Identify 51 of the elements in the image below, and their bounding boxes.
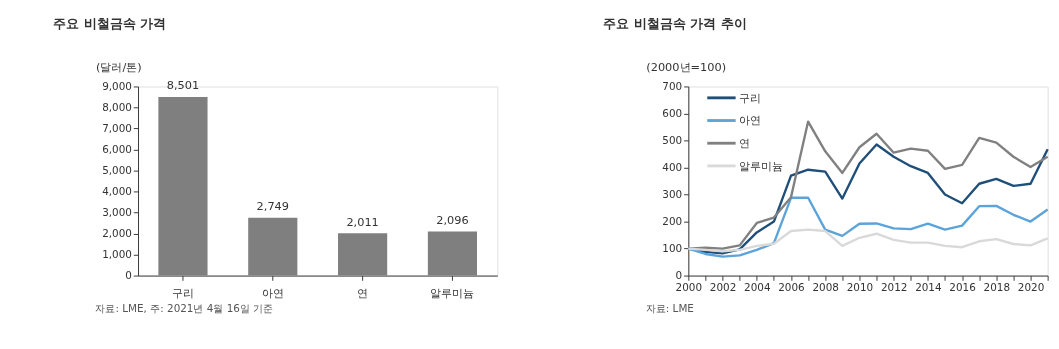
- data-label: 2,096: [436, 213, 469, 227]
- bar: [338, 233, 388, 276]
- legend-label: 연: [739, 136, 751, 151]
- y-tick-label: 100: [662, 241, 683, 254]
- x-tick-label: 2014: [915, 281, 942, 294]
- data-label: 2,749: [256, 199, 290, 214]
- legend-label: 구리: [739, 90, 762, 105]
- chart-title: 주요 비철금속 가격: [52, 15, 167, 31]
- x-tick-label: 구리: [171, 285, 194, 300]
- y-axis-title: (달러/톤): [95, 59, 142, 74]
- text: 자료: LME: [645, 302, 694, 315]
- y-tick-label: 2,000: [102, 226, 132, 239]
- y-tick-label: 400: [662, 160, 683, 173]
- bar: [427, 231, 478, 276]
- legend-label: 알루미늄: [739, 158, 784, 173]
- y-tick-label: 200: [662, 214, 683, 227]
- x-tick-label: 2016: [949, 281, 976, 294]
- y-tick-label: 4,000: [102, 184, 132, 197]
- y-tick-label: 0: [125, 268, 132, 281]
- y-tick-label: 600: [662, 106, 683, 119]
- y-tick-label: 0: [675, 268, 683, 281]
- bar: [158, 96, 208, 276]
- data-label: 8,501: [166, 78, 200, 93]
- y-axis-title: (2000년=100): [646, 59, 727, 74]
- y-tick-label: 8,000: [102, 100, 132, 113]
- x-tick-label: 2018: [983, 281, 1011, 294]
- x-tick-label: 2006: [778, 281, 805, 294]
- y-tick-label: 1,000: [102, 247, 132, 260]
- x-tick-label: 연: [357, 285, 369, 300]
- x-tick-label: 2010: [846, 281, 874, 294]
- y-tick-label: 300: [662, 187, 683, 200]
- bar: [248, 217, 298, 276]
- text: 자료: LME, 주: 2021년 4월 16일 기준: [95, 302, 274, 315]
- x-tick-label: 2008: [812, 281, 839, 294]
- x-tick-label: 아연: [261, 285, 284, 300]
- x-tick-label: 2002: [709, 281, 737, 294]
- y-tick-label: 3,000: [102, 205, 132, 218]
- legend-label: 아연: [739, 113, 762, 128]
- y-tick-label: 500: [662, 133, 683, 146]
- x-tick-label: 2004: [744, 281, 771, 294]
- chart-title: 주요 비철금속 가격 추이: [603, 15, 748, 31]
- y-tick-label: 5,000: [102, 163, 132, 176]
- x-tick-label: 2012: [880, 281, 908, 294]
- x-tick-label: 2020: [1017, 281, 1045, 294]
- x-tick-label: 2000: [675, 281, 703, 294]
- y-tick-label: 7,000: [102, 121, 132, 134]
- y-tick-label: 6,000: [102, 142, 132, 155]
- x-tick-label: 알루미늄: [430, 285, 475, 300]
- y-tick-label: 700: [662, 79, 683, 92]
- y-tick-label: 9,000: [102, 79, 132, 92]
- data-label: 2,011: [346, 214, 379, 229]
